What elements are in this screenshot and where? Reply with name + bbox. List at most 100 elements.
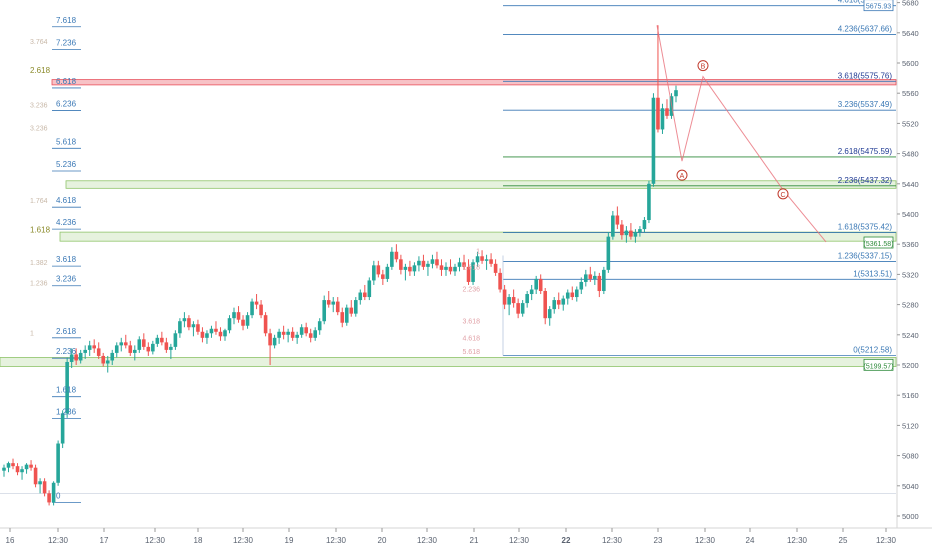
candle-body bbox=[480, 256, 484, 261]
fib-left-label: 0 bbox=[56, 491, 61, 500]
y-tick-label: 5520 bbox=[902, 119, 919, 128]
candle-body bbox=[250, 301, 254, 316]
fib-left-label: 6.236 bbox=[56, 100, 77, 109]
candle-body bbox=[65, 361, 69, 414]
candle-body bbox=[87, 345, 92, 350]
y-tick-label: 5080 bbox=[902, 452, 919, 461]
candle-body bbox=[498, 272, 502, 290]
candle-body bbox=[651, 97, 656, 184]
zone-green-band-upper bbox=[65, 180, 897, 189]
candle-body bbox=[236, 312, 241, 320]
x-tick-label: 12:30 bbox=[509, 536, 530, 545]
candle-body bbox=[597, 275, 602, 292]
price-tag: 5675.93 bbox=[863, 0, 894, 12]
candle-body bbox=[182, 318, 187, 322]
candle-body bbox=[24, 464, 29, 470]
candle-body bbox=[173, 333, 178, 347]
fib-right-label: 3.618(5575.76) bbox=[838, 71, 893, 80]
fib-right-label: 2.236(5437.32) bbox=[838, 176, 893, 185]
fib-left-olive-label: 1.618 bbox=[30, 225, 51, 234]
wave-projection bbox=[656, 25, 827, 243]
candle-body bbox=[583, 274, 588, 282]
fib-right-label: 0(5212.58) bbox=[853, 346, 892, 355]
candle-body bbox=[647, 183, 651, 221]
fib-right-label: 1(5313.51) bbox=[853, 269, 892, 278]
candle-body bbox=[241, 319, 245, 326]
y-tick-label: 5680 bbox=[902, 0, 919, 8]
candle-body bbox=[529, 289, 534, 295]
candle-body bbox=[417, 260, 421, 266]
y-tick-label: 5480 bbox=[902, 150, 919, 159]
candle-body bbox=[263, 315, 268, 334]
fib-left-label: 4.618 bbox=[56, 196, 77, 205]
wave-label-c[interactable]: C bbox=[777, 188, 789, 200]
y-tick-label: 5200 bbox=[902, 361, 919, 370]
candle-body bbox=[381, 274, 385, 279]
candle-body bbox=[74, 354, 78, 361]
candle-body bbox=[511, 297, 516, 304]
candle-body bbox=[588, 274, 593, 279]
y-axis[interactable]: 5000 5040 5080 5120 5160 5200 5240 5280 5320 5360… bbox=[864, 0, 919, 528]
fib-left-label: 7.618 bbox=[56, 16, 77, 25]
candle-body bbox=[214, 328, 218, 332]
fib-right-label: 1.236(5337.15) bbox=[838, 251, 893, 260]
candle-body bbox=[51, 482, 56, 503]
candle-body bbox=[574, 289, 579, 298]
candle-body bbox=[308, 333, 313, 338]
fib-left-label: 5.236 bbox=[56, 160, 77, 169]
candle-body bbox=[313, 330, 317, 338]
wave-path: A B C bbox=[656, 25, 827, 243]
candle-body bbox=[525, 294, 529, 304]
candle-body bbox=[353, 300, 358, 314]
x-axis[interactable]: 16 12:30 17 12:30 18 12:30 19 12:30 20 12:30 21 12:… bbox=[0, 527, 932, 545]
candle-body bbox=[493, 263, 498, 273]
candle-body bbox=[11, 463, 15, 467]
candle-body bbox=[304, 327, 308, 334]
zones bbox=[0, 79, 897, 367]
candle-body bbox=[565, 292, 570, 299]
candle-body bbox=[448, 266, 453, 272]
candle-body bbox=[42, 481, 47, 494]
zone-green-band-mid bbox=[59, 231, 897, 242]
fib-right-label: 4.236(5637.66) bbox=[838, 25, 893, 34]
candle-body bbox=[426, 263, 430, 267]
wave-label-a[interactable]: A bbox=[676, 169, 688, 181]
x-tick-label: 12:30 bbox=[48, 536, 69, 545]
x-tick-label: 19 bbox=[285, 536, 294, 545]
fib-left-faint-label: 1 bbox=[30, 330, 34, 337]
fib-left-label: 4.236 bbox=[56, 218, 77, 227]
fib-left-label: 1.618 bbox=[56, 386, 77, 395]
candle-body bbox=[615, 215, 620, 225]
fib-left-faint-label: 1.236 bbox=[30, 281, 48, 288]
y-tick-label: 5400 bbox=[902, 210, 919, 219]
fib-mid-faint-label: 1.618 bbox=[462, 264, 480, 271]
y-tick-label: 5120 bbox=[902, 421, 919, 430]
candle-body bbox=[191, 324, 196, 328]
candle-body bbox=[290, 331, 295, 338]
candle-body bbox=[155, 337, 160, 344]
fib-left-olive-label: 2.618 bbox=[30, 66, 51, 75]
candle-body bbox=[376, 265, 381, 275]
candle-body bbox=[466, 266, 471, 282]
wave-label-b[interactable]: B bbox=[697, 60, 709, 72]
candle-body bbox=[78, 352, 83, 361]
price-tag: (5361.58) bbox=[864, 236, 893, 249]
fib-labels: 4.618(5675.93)4.236(5637.66)3.618(5575.7… bbox=[30, 0, 892, 500]
candle-body bbox=[534, 278, 538, 290]
candle-body bbox=[390, 251, 394, 267]
candle-body bbox=[277, 331, 281, 338]
x-tick-label: 12:30 bbox=[233, 536, 254, 545]
candle-body bbox=[660, 108, 665, 130]
candle-body bbox=[128, 345, 133, 353]
candles bbox=[2, 25, 678, 506]
candle-body bbox=[223, 330, 227, 337]
fib-right-label: 2.618(5475.59) bbox=[838, 147, 893, 156]
candle-body bbox=[385, 266, 390, 279]
x-tick-label: 17 bbox=[100, 536, 109, 545]
candle-body bbox=[33, 467, 38, 485]
y-tick-label: 5560 bbox=[902, 89, 919, 98]
y-tick-label: 5240 bbox=[902, 331, 919, 340]
fib-left-faint-label: 1.382 bbox=[30, 260, 48, 267]
fib-left-label: 3.236 bbox=[56, 275, 77, 284]
